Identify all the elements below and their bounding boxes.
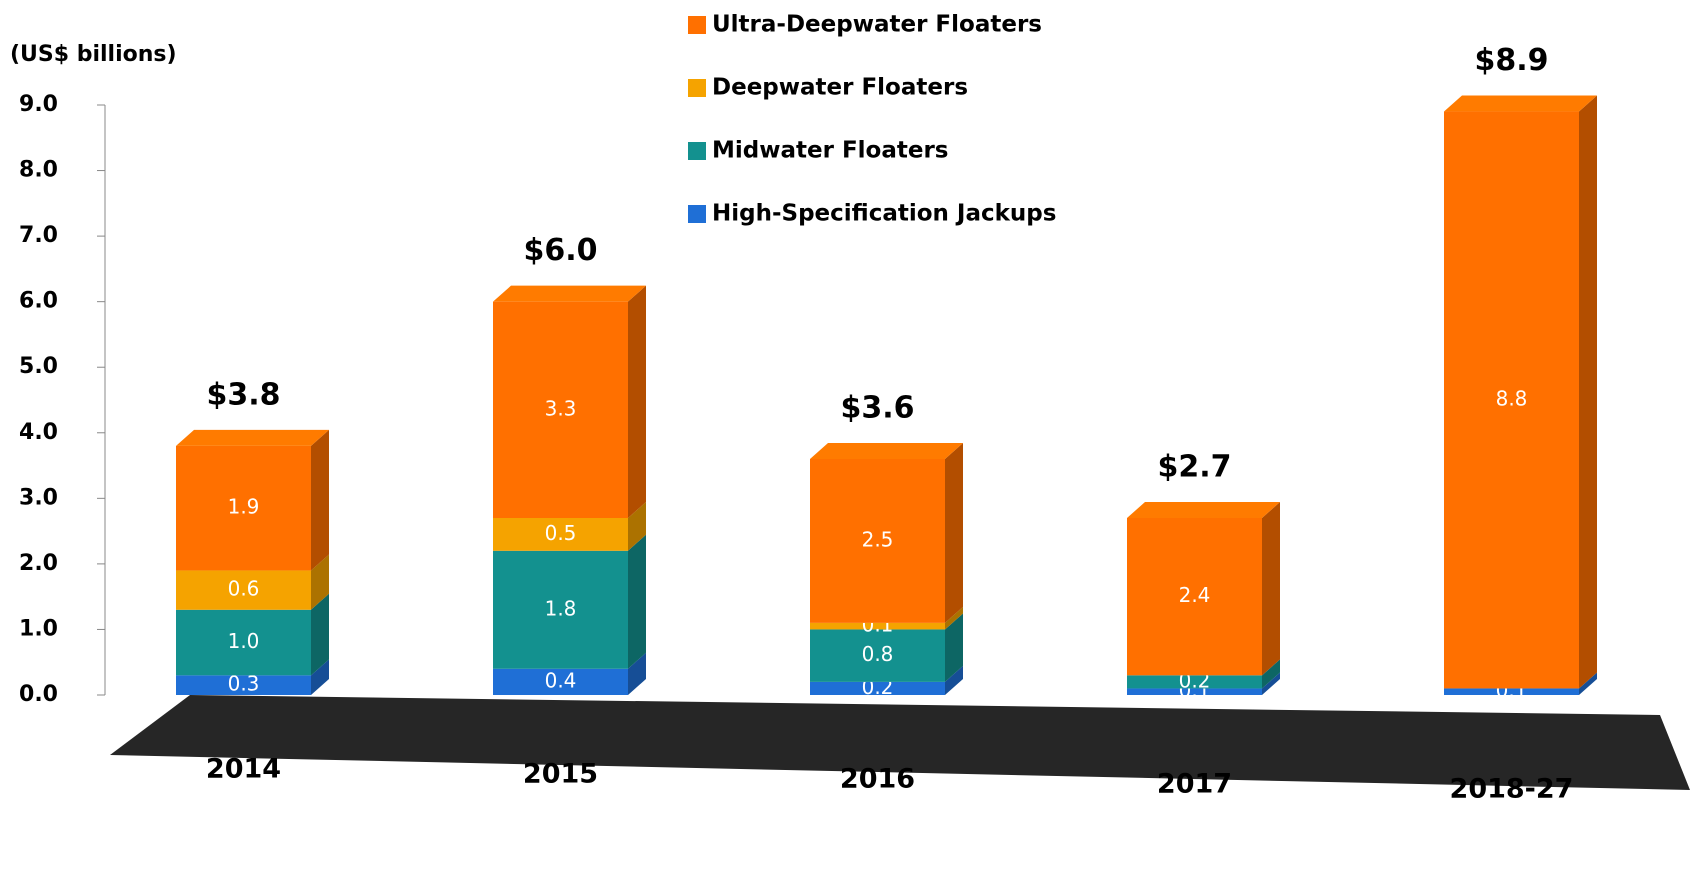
bar-segment xyxy=(810,681,945,695)
data-label: 0.3 xyxy=(228,672,260,696)
data-label: 0.5 xyxy=(545,521,577,545)
bar-side xyxy=(1579,672,1597,695)
y-tick-label: 8.0 xyxy=(19,158,58,183)
data-label: 0.8 xyxy=(862,642,894,666)
bar-side xyxy=(628,502,646,551)
y-tick-label: 5.0 xyxy=(19,354,58,379)
data-label: 1.8 xyxy=(545,596,577,620)
legend-swatch xyxy=(688,142,706,160)
bar-side xyxy=(1262,659,1280,689)
y-tick-label: 2.0 xyxy=(19,551,58,576)
bar-top xyxy=(810,443,963,459)
bar-side xyxy=(628,285,646,518)
total-label: $3.6 xyxy=(840,391,914,426)
bar-side xyxy=(311,593,329,676)
y-axis-label: (US$ billions) xyxy=(10,42,177,67)
data-label: 2.5 xyxy=(862,527,894,551)
legend-swatch xyxy=(688,79,706,97)
bar-top xyxy=(176,429,329,446)
bar-side xyxy=(1579,95,1597,689)
legend-label: Midwater Floaters xyxy=(712,138,949,164)
bar-segment xyxy=(176,445,311,571)
data-label: 0.4 xyxy=(545,668,577,692)
bar-side xyxy=(1262,502,1280,676)
bar-segment xyxy=(493,668,628,695)
data-label: 0.6 xyxy=(228,577,260,601)
bar-segment xyxy=(493,550,628,669)
bar-segment xyxy=(1127,688,1262,695)
bar-side xyxy=(628,652,646,695)
legend-label: High-Specification Jackups xyxy=(712,201,1056,227)
bar-segment xyxy=(493,518,628,551)
bar-top xyxy=(1444,95,1597,112)
bar-side xyxy=(311,659,329,695)
legend-swatch xyxy=(688,16,706,34)
bar-segment xyxy=(1127,518,1262,676)
y-tick-label: 6.0 xyxy=(19,289,58,314)
bar-top xyxy=(493,285,646,302)
data-label: 8.8 xyxy=(1496,387,1528,411)
bar-segment xyxy=(810,622,945,630)
bar-side xyxy=(945,443,963,623)
y-tick-label: 9.0 xyxy=(19,92,58,117)
bar-segment xyxy=(176,570,311,610)
bar-segment xyxy=(810,629,945,682)
data-label: 3.3 xyxy=(545,396,577,420)
bar-side xyxy=(311,429,329,571)
y-tick-label: 7.0 xyxy=(19,223,58,248)
bar-side xyxy=(311,554,329,610)
data-label: 2.4 xyxy=(1179,583,1211,607)
total-label: $2.7 xyxy=(1157,450,1231,485)
bar-segment xyxy=(1444,111,1579,689)
y-tick-label: 3.0 xyxy=(19,485,58,510)
legend-label: Ultra-Deepwater Floaters xyxy=(712,12,1042,38)
legend-label: Deepwater Floaters xyxy=(712,75,968,101)
bar-segment xyxy=(1127,675,1262,689)
total-label: $8.9 xyxy=(1474,43,1548,78)
bar-side xyxy=(945,665,963,695)
y-tick-label: 0.0 xyxy=(19,682,58,707)
bar-side xyxy=(628,534,646,669)
y-tick-label: 4.0 xyxy=(19,420,58,445)
total-label: $3.8 xyxy=(206,377,280,412)
bar-side xyxy=(1262,672,1280,695)
x-tick-label: 2014 xyxy=(206,754,281,785)
bar-segment xyxy=(810,459,945,623)
x-tick-label: 2018-27 xyxy=(1450,774,1574,805)
y-tick-label: 1.0 xyxy=(19,616,58,641)
bar-side xyxy=(945,613,963,682)
bar-segment xyxy=(493,301,628,518)
bar-side xyxy=(945,606,963,630)
bar-top xyxy=(1127,502,1280,518)
legend-swatch xyxy=(688,205,706,223)
x-tick-label: 2017 xyxy=(1157,769,1232,800)
data-label: 1.9 xyxy=(228,495,260,519)
bar-segment xyxy=(176,675,311,695)
bar-segment xyxy=(1444,688,1579,695)
total-label: $6.0 xyxy=(523,233,597,268)
x-tick-label: 2015 xyxy=(523,759,598,790)
x-tick-label: 2016 xyxy=(840,764,915,795)
data-label: 1.0 xyxy=(228,629,260,653)
bar-segment xyxy=(176,609,311,676)
floor xyxy=(110,695,1690,790)
